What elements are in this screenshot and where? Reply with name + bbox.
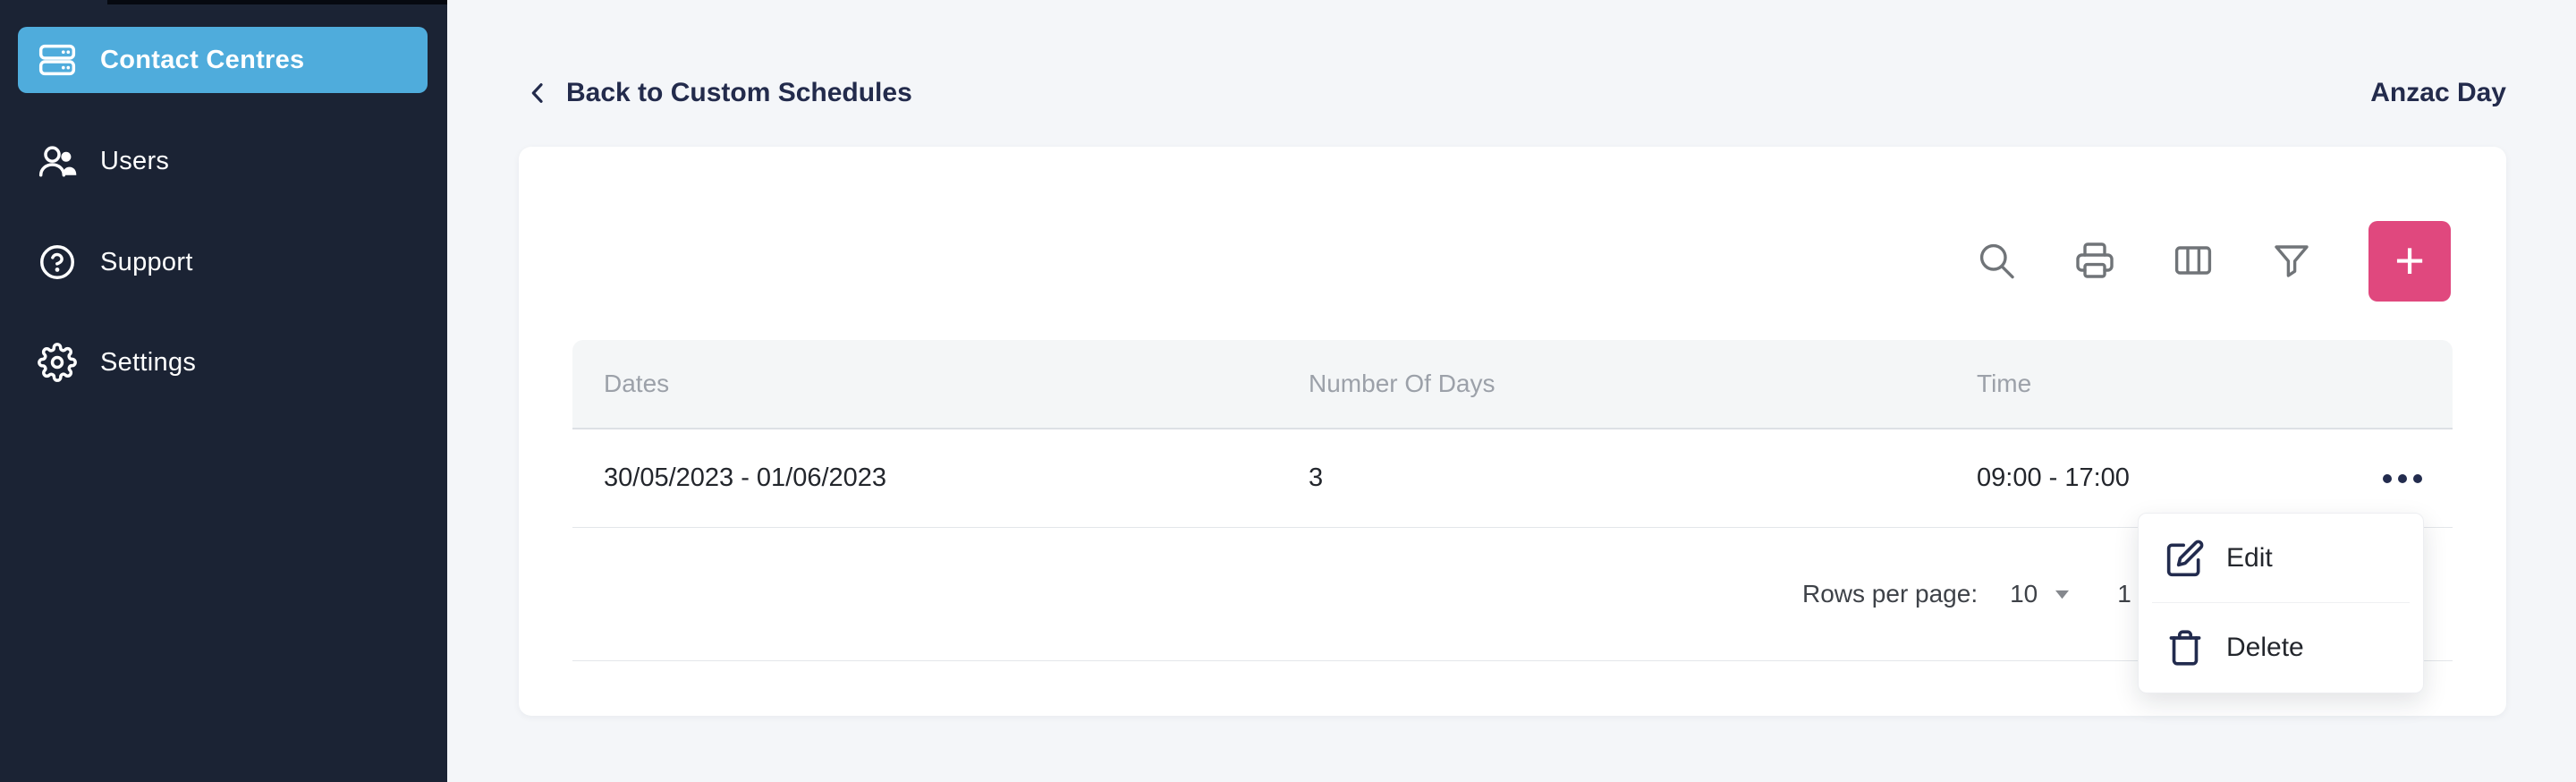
page-title: Anzac Day xyxy=(2370,78,2506,107)
help-circle-icon xyxy=(38,242,77,282)
back-label: Back to Custom Schedules xyxy=(566,78,912,107)
rows-per-page-label: Rows per page: xyxy=(1802,580,1979,608)
print-button[interactable] xyxy=(2073,240,2116,283)
sidebar: Contact Centres Users Sup xyxy=(0,0,447,782)
sidebar-item-support[interactable]: Support xyxy=(18,229,428,295)
column-header-number-of-days: Number Of Days xyxy=(1309,370,1496,397)
trash-icon xyxy=(2169,629,2201,666)
menu-item-delete[interactable]: Delete xyxy=(2139,603,2423,692)
cell-time: 09:00 - 17:00 xyxy=(1977,463,2130,492)
sidebar-item-users[interactable]: Users xyxy=(18,128,428,194)
sidebar-item-label: Contact Centres xyxy=(100,45,305,74)
table-header-row: Dates Number Of Days Time xyxy=(572,340,2453,429)
rows-per-page-select[interactable]: 10 xyxy=(2010,580,2072,608)
row-actions-button[interactable] xyxy=(2377,469,2428,489)
filter-button[interactable] xyxy=(2270,240,2313,283)
menu-item-edit[interactable]: Edit xyxy=(2139,514,2423,602)
rows-per-page-value: 10 xyxy=(2010,580,2038,608)
search-button[interactable] xyxy=(1975,240,2018,283)
gear-icon xyxy=(38,343,77,382)
edit-icon xyxy=(2166,540,2204,576)
sidebar-item-settings[interactable]: Settings xyxy=(18,329,428,395)
caret-down-icon xyxy=(2055,590,2070,599)
menu-item-label: Delete xyxy=(2226,632,2304,662)
sidebar-item-label: Users xyxy=(100,146,170,175)
sidebar-item-label: Settings xyxy=(100,347,197,377)
menu-divider xyxy=(2152,602,2410,603)
columns-button[interactable] xyxy=(2172,240,2215,283)
cell-number-of-days: 3 xyxy=(1309,463,1324,492)
column-header-time: Time xyxy=(1977,370,2032,397)
plus-icon: + xyxy=(2394,232,2425,290)
server-stack-icon xyxy=(38,40,77,80)
page-header: Back to Custom Schedules Anzac Day xyxy=(523,75,2506,111)
sidebar-item-contact-centres[interactable]: Contact Centres xyxy=(18,27,428,93)
table-toolbar: + xyxy=(1975,220,2451,302)
schedules-table: Dates Number Of Days Time 30/05/2023 - 0… xyxy=(572,340,2453,661)
chevron-left-icon xyxy=(531,83,543,103)
back-to-custom-schedules-link[interactable]: Back to Custom Schedules xyxy=(523,78,912,108)
sidebar-item-label: Support xyxy=(100,247,193,276)
table-row: 30/05/2023 - 01/06/2023 3 09:00 - 17:00 xyxy=(572,429,2453,528)
top-strip xyxy=(107,0,447,4)
filter-icon xyxy=(2270,239,2313,285)
add-schedule-button[interactable]: + xyxy=(2368,221,2451,302)
columns-icon xyxy=(2172,239,2215,285)
pagination: Rows per page: 10 1 xyxy=(1802,528,2131,660)
ellipsis-icon xyxy=(2383,473,2422,483)
print-icon xyxy=(2073,239,2116,285)
row-context-menu: Edit Delete xyxy=(2138,513,2424,693)
menu-item-label: Edit xyxy=(2226,542,2273,573)
page-info: 1 xyxy=(2117,580,2131,608)
users-icon xyxy=(38,141,77,181)
column-header-dates: Dates xyxy=(604,370,670,397)
pagination-row: Rows per page: 10 1 xyxy=(572,528,2453,661)
cell-dates: 30/05/2023 - 01/06/2023 xyxy=(604,463,887,492)
search-icon xyxy=(1975,239,2018,285)
main-content: Back to Custom Schedules Anzac Day xyxy=(447,0,2576,782)
custom-schedule-card: + Dates Number Of Days Time 30/05/2023 -… xyxy=(519,147,2506,716)
